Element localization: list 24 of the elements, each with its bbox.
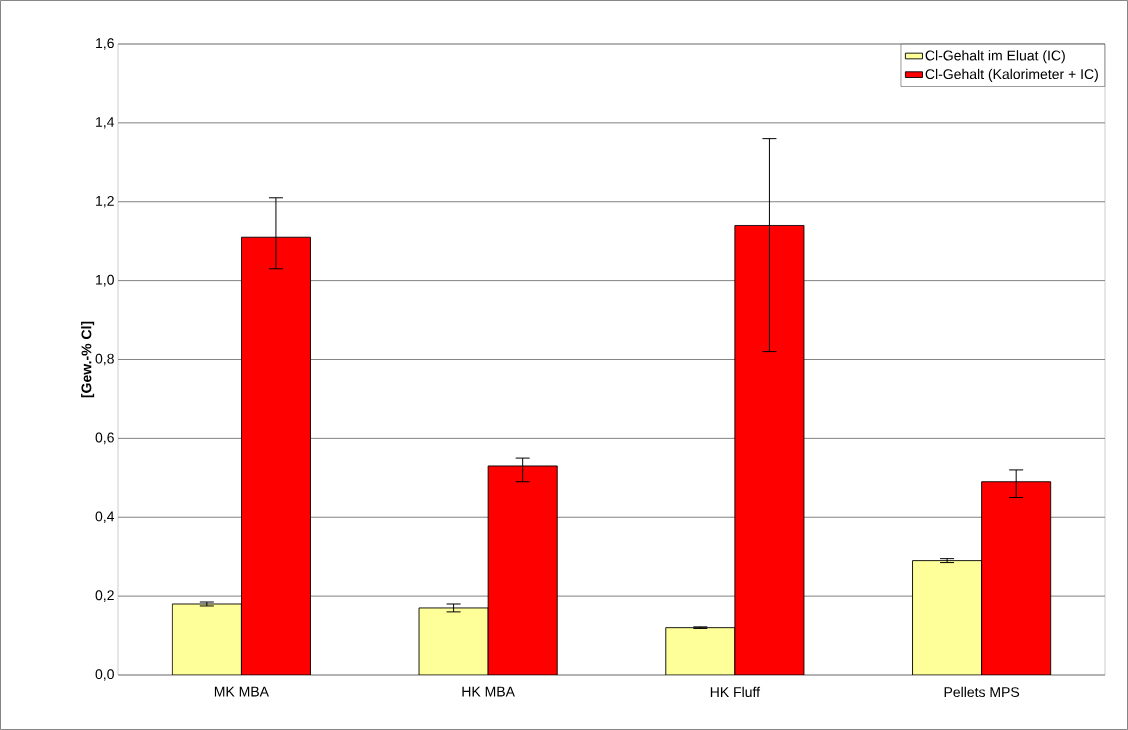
y-tick-label: 1,4	[96, 117, 115, 129]
bar	[487, 465, 558, 675]
bar	[734, 224, 805, 675]
y-tick-label: 1,6	[96, 38, 114, 50]
legend-label: Cl-Gehalt (Kalorimeter + IC)	[925, 68, 1098, 82]
bar	[912, 560, 983, 675]
y-tick-label: 0,8	[95, 353, 114, 366]
y-tick-label: 0,0	[95, 669, 114, 681]
y-tick-label: 1,0	[96, 274, 114, 287]
x-tick-label: Pellets MPS	[944, 686, 1020, 698]
x-tick-label: HK MBA	[462, 686, 515, 697]
y-axis-title: [Gew.-% Cl]	[81, 321, 95, 398]
bar	[981, 481, 1052, 675]
bar	[240, 236, 311, 675]
y-tick-label: 0,4	[95, 511, 115, 524]
x-tick-label: MK MBA	[214, 686, 269, 697]
legend-label: Cl-Gehalt im Eluat (IC)	[925, 50, 1065, 64]
bar	[665, 627, 736, 675]
bar	[171, 603, 242, 675]
x-tick-label: HK Fluff	[710, 686, 761, 698]
y-tick-label: 1,2	[96, 195, 114, 208]
y-tick-label: 0,6	[95, 432, 114, 445]
y-tick-label: 0,2	[95, 590, 114, 602]
bar	[418, 607, 489, 675]
